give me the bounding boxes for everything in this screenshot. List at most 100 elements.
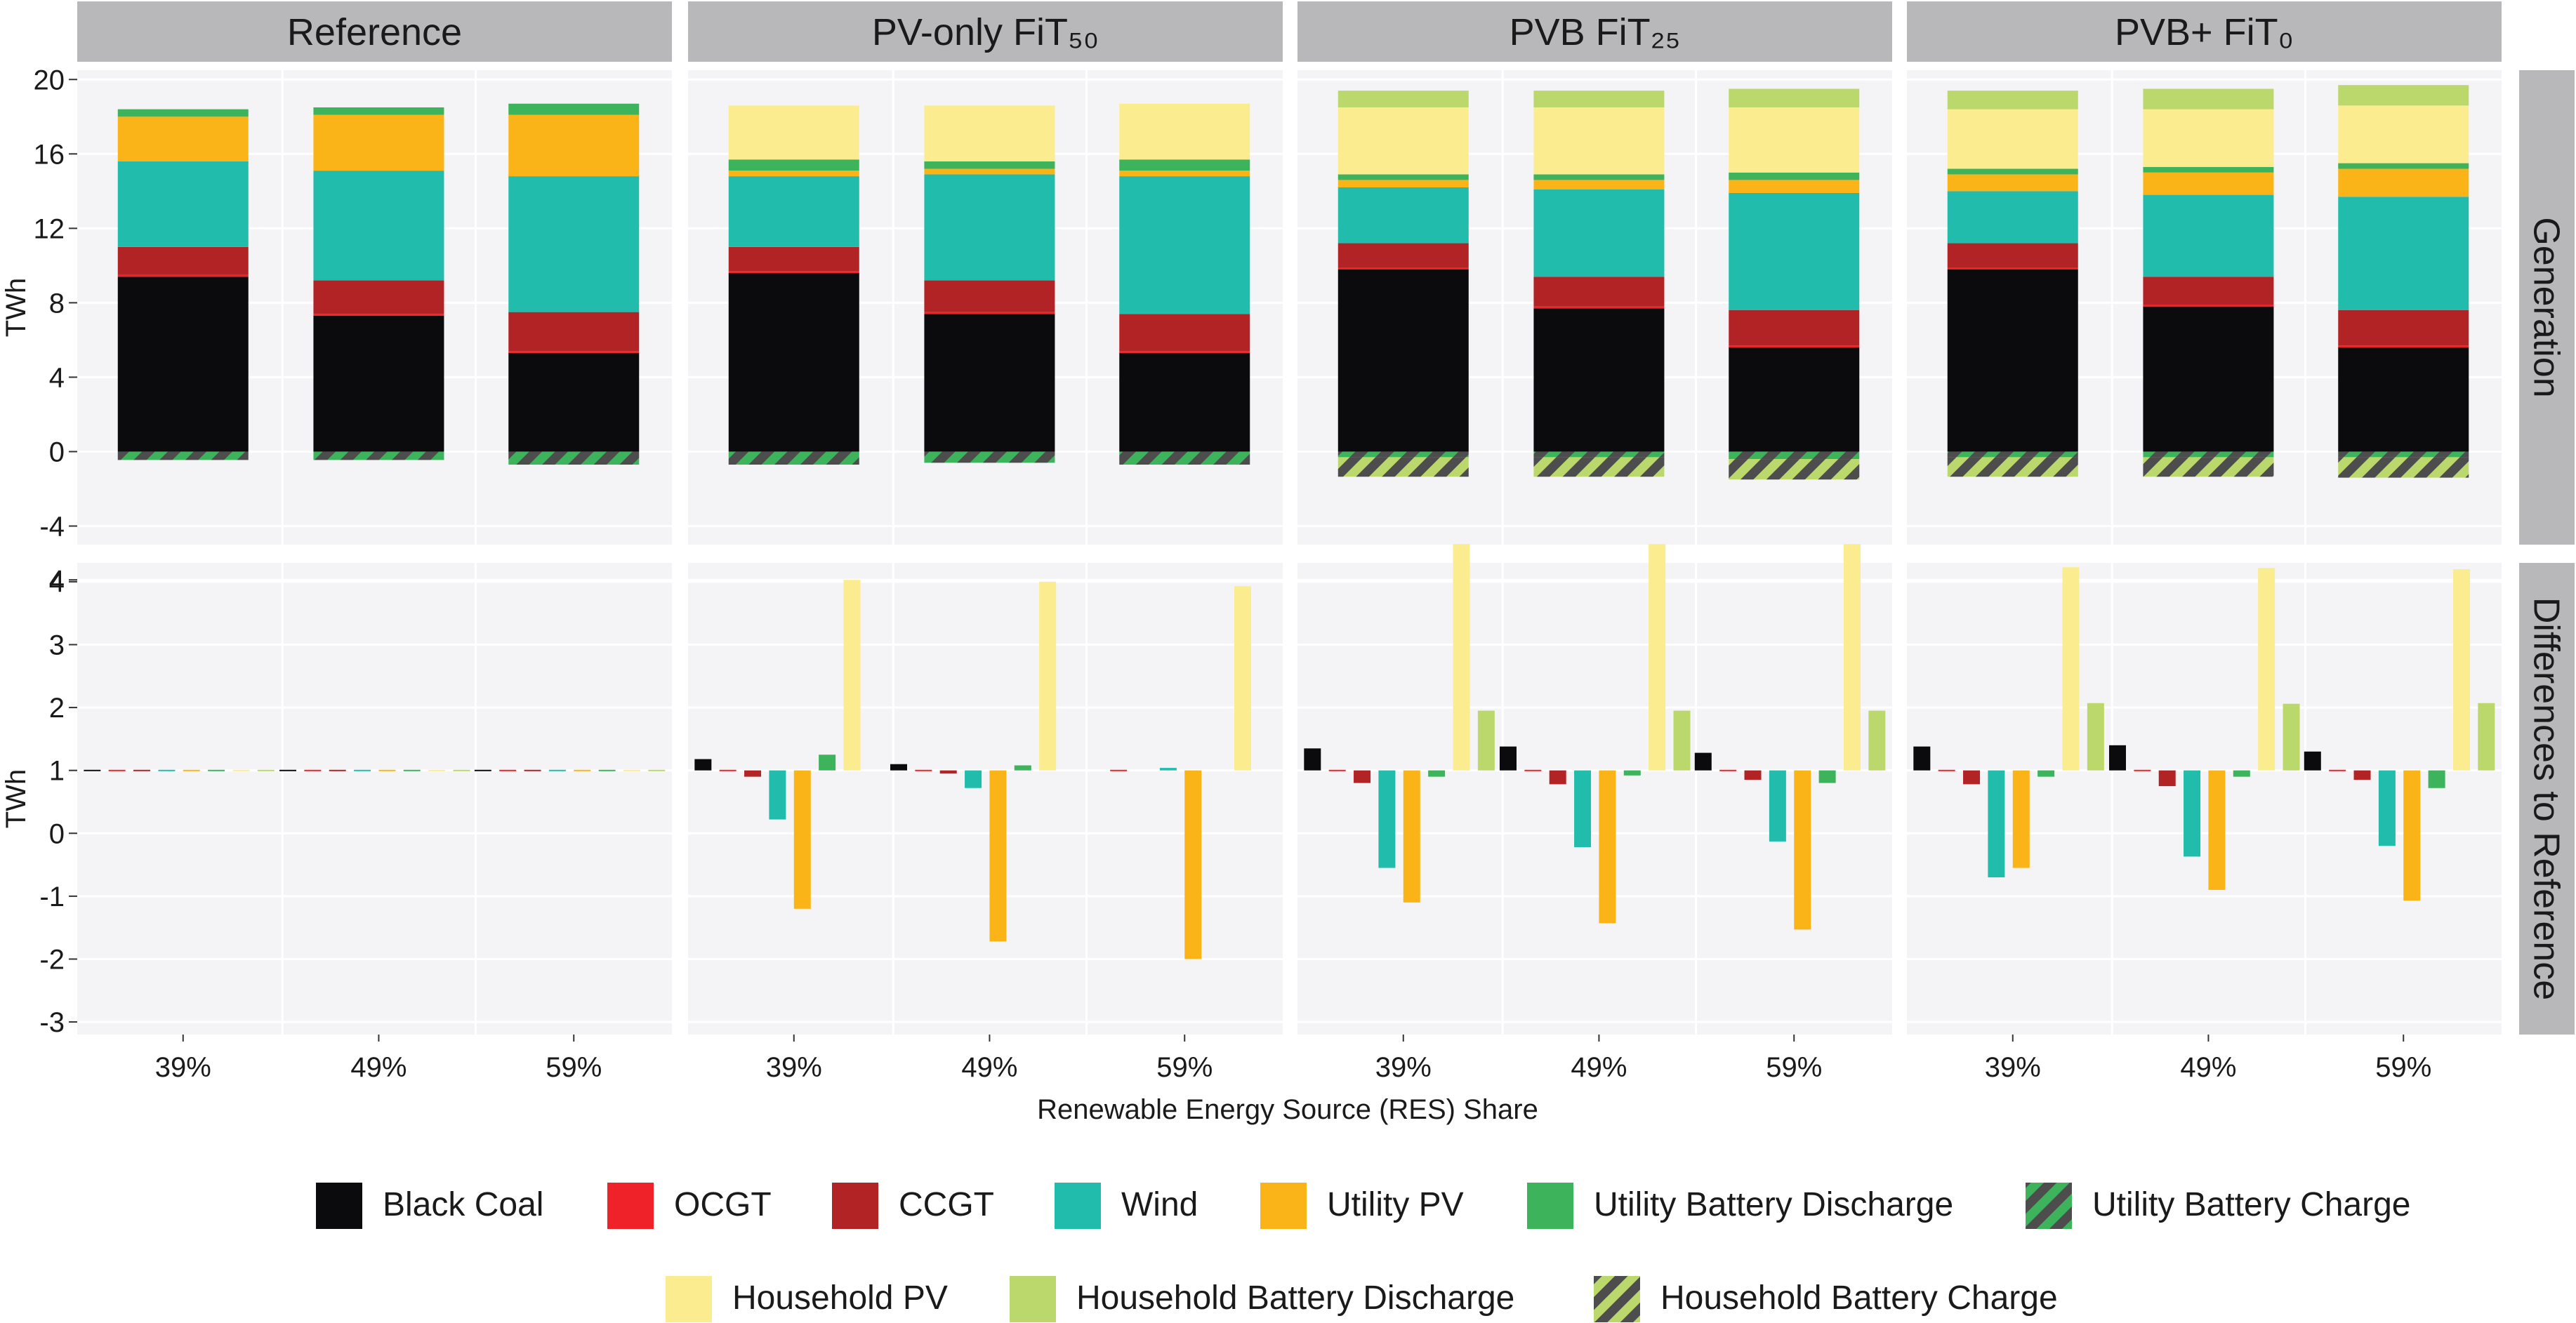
legend: Black Coal OCGT CCGT Wind Utility PV Utility …: [316, 1183, 2411, 1322]
gen-bar-household-battery-charge: [1729, 459, 1860, 480]
gen-bar-utility-pv: [2143, 172, 2274, 195]
gen-bar-black-coal: [508, 352, 640, 452]
gen-bar-utility-battery-discharge: [1119, 159, 1250, 171]
gen-bar-ocgt: [1533, 306, 1665, 309]
gen-bar-ocgt: [1729, 345, 1860, 347]
strip-2: [1297, 1, 1892, 62]
gen-bar-utility-battery-discharge: [508, 103, 640, 115]
gen-bar-wind: [508, 176, 640, 312]
legend-label: Wind: [1121, 1186, 1198, 1223]
diff-bar-ccgt: [2158, 770, 2176, 787]
gen-bar-household-battery-discharge: [1729, 88, 1860, 108]
diff-bar-household-pv: [623, 769, 640, 771]
gen-bar-utility-battery-charge: [1947, 451, 2078, 458]
diff-bar-utility-pv: [1403, 770, 1420, 903]
diff-bar-household-pv: [2062, 567, 2080, 771]
gen-bar-household-battery-discharge: [2143, 88, 2274, 109]
diff-bar-utility-pv: [378, 769, 396, 771]
legend-label: CCGT: [899, 1186, 994, 1223]
gen-bar-wind: [117, 161, 249, 247]
gen-bar-utility-battery-charge: [728, 451, 859, 465]
legend-label: Black Coal: [383, 1186, 543, 1223]
diff-bar-ocgt: [1110, 769, 1128, 771]
gen-bar-utility-pv: [117, 117, 249, 161]
gen-bar-household-pv: [924, 105, 1055, 161]
gen-bar-ocgt: [313, 314, 444, 316]
diff-bar-household-battery-discharge: [1477, 710, 1495, 771]
diff-bar-utility-battery-discharge: [403, 769, 421, 771]
diff-bar-ccgt: [1354, 770, 1371, 783]
gen-bar-utility-battery-discharge: [1947, 168, 2078, 175]
x-tick-label: 49%: [350, 1052, 407, 1083]
x-tick-label: 59%: [1156, 1052, 1213, 1083]
gen-bar-ocgt: [1947, 267, 2078, 270]
diff-bar-black-coal: [279, 769, 296, 771]
gen-bar-ocgt: [117, 274, 249, 277]
gen-bar-utility-battery-discharge: [1729, 172, 1860, 180]
y-tick-label: 4: [49, 567, 65, 598]
panel-differences-1: [688, 563, 1283, 1035]
legend-swatch-utility-battery-discharge: [1527, 1183, 1573, 1229]
gen-bar-ccgt: [117, 246, 249, 275]
legend-swatch-ocgt: [607, 1183, 654, 1229]
panel-differences-2: [1297, 563, 1892, 1035]
diff-bar-black-coal: [2304, 751, 2321, 771]
gen-bar-utility-battery-discharge: [1337, 174, 1469, 180]
diff-bar-black-coal: [1304, 748, 1321, 771]
diff-bar-ccgt: [1549, 770, 1566, 785]
gen-bar-utility-battery-discharge: [1533, 174, 1665, 180]
gen-bar-ocgt: [2338, 345, 2469, 347]
gen-bar-household-battery-charge: [1337, 457, 1469, 477]
y-tick-label: 1: [49, 756, 65, 787]
legend-label: Utility PV: [1327, 1186, 1464, 1223]
diff-bar-ocgt: [719, 769, 737, 771]
gen-bar-household-pv: [2143, 109, 2274, 167]
diff-bar-household-pv: [843, 580, 861, 771]
diff-bar-ocgt: [1719, 769, 1737, 771]
y-tick-label: 16: [34, 139, 65, 170]
row-strip-0: [2519, 70, 2575, 545]
scenario-title: PV-only FiT₅₀: [872, 11, 1099, 53]
gen-bar-black-coal: [117, 277, 249, 452]
gen-bar-household-pv: [1119, 103, 1250, 160]
y-tick-label: 20: [34, 65, 65, 95]
x-tick-label: 49%: [1571, 1052, 1627, 1083]
gen-bar-wind: [1533, 189, 1665, 277]
diff-bar-ocgt: [108, 769, 126, 771]
diff-bar-household-pv: [1649, 544, 1666, 771]
diff-bar-household-pv: [1234, 586, 1251, 771]
y-tick-label: -1: [39, 882, 65, 912]
diff-bar-ccgt: [1963, 770, 1981, 785]
gen-bar-ccgt: [313, 280, 444, 314]
gen-bar-ocgt: [508, 351, 640, 353]
diff-bar-utility-pv: [989, 770, 1007, 942]
legend-label: OCGT: [674, 1186, 772, 1223]
legend-swatch-household-pv: [666, 1276, 712, 1322]
legend-label: Utility Battery Charge: [2092, 1186, 2411, 1223]
gen-bar-black-coal: [313, 315, 444, 452]
gen-bar-wind: [1947, 191, 2078, 244]
legend-swatch-household-battery-charge: [1594, 1276, 1640, 1322]
diff-bar-wind: [2378, 770, 2396, 846]
gen-bar-utility-battery-charge: [1337, 451, 1469, 458]
scenario-title: PVB+ FiT₀: [2115, 11, 2294, 53]
x-tick-label: 49%: [961, 1052, 1017, 1083]
diff-bar-ocgt: [915, 769, 932, 771]
diff-bar-utility-battery-discharge: [1623, 770, 1641, 776]
diff-bar-wind: [1574, 770, 1592, 847]
y-tick-label: 12: [34, 213, 65, 244]
gen-bar-utility-battery-charge: [508, 451, 640, 465]
gen-bar-ocgt: [728, 271, 859, 273]
legend-swatch-utility-pv: [1260, 1183, 1307, 1229]
gen-bar-utility-battery-discharge: [2338, 163, 2469, 169]
diff-bar-black-coal: [1913, 746, 1931, 771]
gen-bar-household-pv: [728, 105, 859, 160]
gen-bar-ccgt: [1729, 310, 1860, 346]
gen-bar-utility-battery-charge: [2338, 451, 2469, 458]
diff-bar-black-coal: [1694, 752, 1712, 771]
gen-bar-ccgt: [2143, 277, 2274, 305]
gen-bar-wind: [1337, 187, 1469, 244]
gen-bar-black-coal: [1533, 308, 1665, 452]
gen-bar-household-pv: [2338, 105, 2469, 164]
legend-label: Household PV: [732, 1279, 948, 1317]
